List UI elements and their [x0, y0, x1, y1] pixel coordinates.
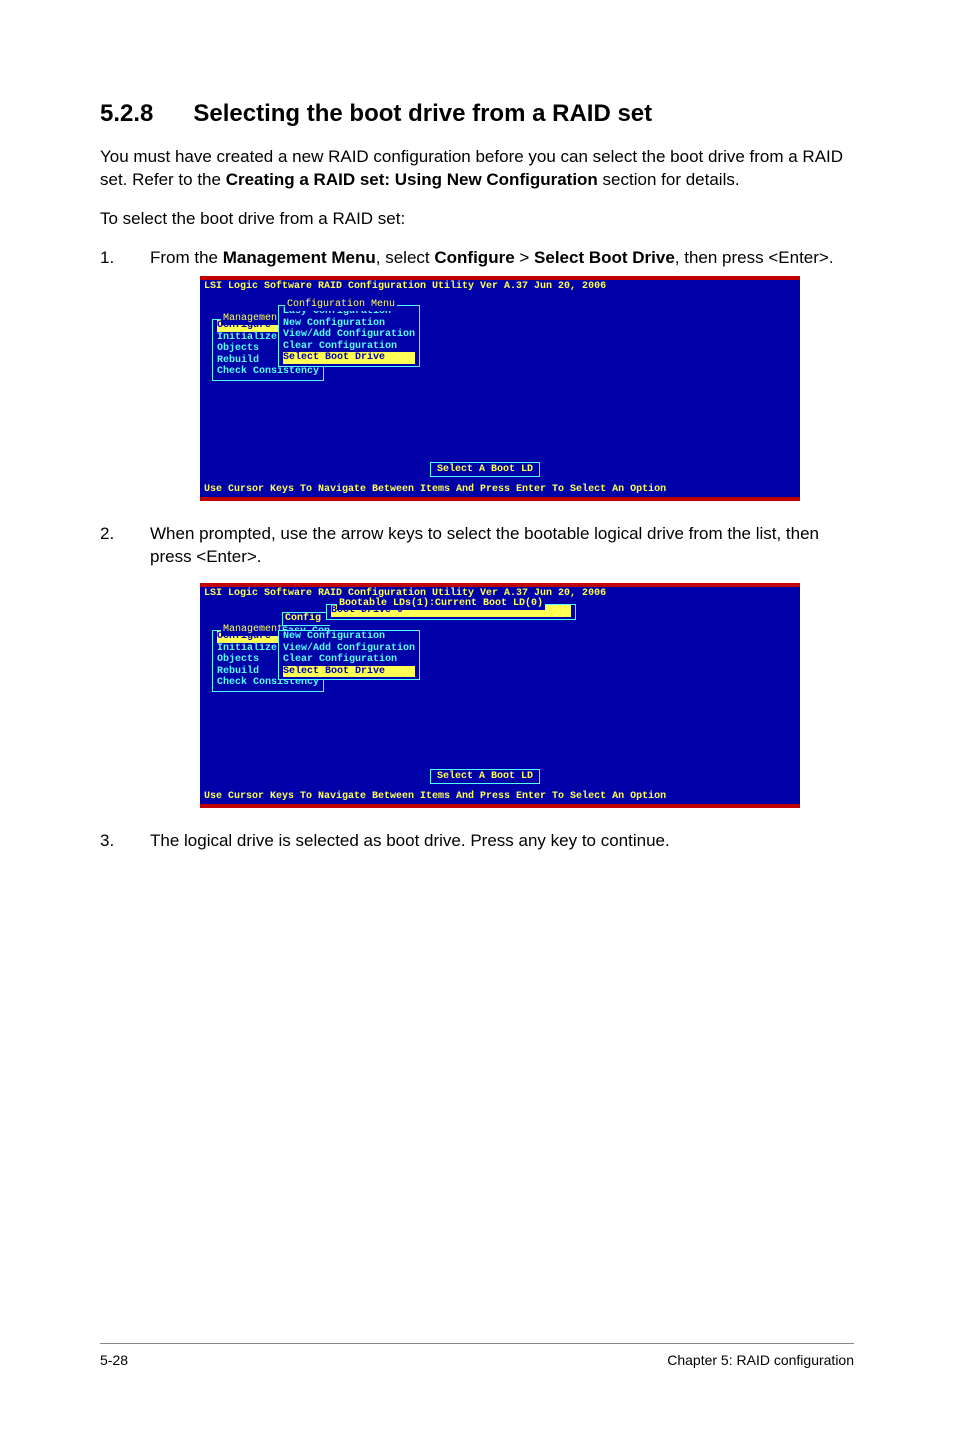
cfg-item-select-boot[interactable]: Select Boot Drive	[283, 666, 415, 678]
cfg-item-new[interactable]: New Configuration	[283, 318, 415, 330]
step-number: 1.	[100, 247, 120, 501]
cfg-item-viewadd[interactable]: View/Add Configuration	[283, 329, 415, 341]
bios-status-bar: Use Cursor Keys To Navigate Between Item…	[200, 483, 800, 497]
bios-screenshot-2: LSI Logic Software RAID Configuration Ut…	[200, 583, 800, 808]
bios-screenshot-1: LSI Logic Software RAID Configuration Ut…	[200, 276, 800, 501]
chapter-label: Chapter 5: RAID configuration	[667, 1352, 854, 1368]
step-1: 1. From the Management Menu, select Conf…	[100, 247, 854, 501]
management-menu-title: Management	[221, 624, 285, 636]
step-text: The logical drive is selected as boot dr…	[150, 830, 854, 853]
cfg-item-viewadd[interactable]: View/Add Configuration	[283, 643, 415, 655]
bootable-lds-title: Bootable LDs(1):Current Boot LD(0)	[337, 598, 545, 610]
intro-paragraph-1: You must have created a new RAID configu…	[100, 146, 854, 192]
bios-body: Management Configure Initialize Objects …	[200, 293, 800, 483]
step-text: When prompted, use the arrow keys to sel…	[150, 523, 854, 808]
management-menu-title: Management	[221, 313, 285, 325]
configuration-menu: Configuration Menu Easy Configuration Ne…	[278, 305, 420, 367]
section-title: Selecting the boot drive from a RAID set	[193, 100, 652, 127]
cfg-item-select-boot[interactable]: Select Boot Drive	[283, 352, 415, 364]
page-number: 5-28	[100, 1352, 128, 1368]
intro-paragraph-2: To select the boot drive from a RAID set…	[100, 208, 854, 231]
configuration-menu: New Configuration View/Add Configuration…	[278, 630, 420, 680]
step-text: From the Management Menu, select Configu…	[150, 247, 854, 501]
step-3: 3. The logical drive is selected as boot…	[100, 830, 854, 853]
bootable-lds-menu: Bootable LDs(1):Current Boot LD(0) Boot …	[326, 604, 576, 620]
step-number: 2.	[100, 523, 120, 808]
cfg-item-clear[interactable]: Clear Configuration	[283, 654, 415, 666]
hint-box: Select A Boot LD	[430, 462, 540, 478]
step-number: 3.	[100, 830, 120, 853]
bios-title-bar: LSI Logic Software RAID Configuration Ut…	[200, 280, 800, 294]
mgmt-item-check-consistency[interactable]: Check Consistency	[217, 366, 319, 378]
hint-box: Select A Boot LD	[430, 769, 540, 785]
bios-status-bar: Use Cursor Keys To Navigate Between Item…	[200, 790, 800, 804]
configuration-menu-title: Configuration Menu	[285, 299, 397, 311]
page-footer: 5-28 Chapter 5: RAID configuration	[100, 1343, 854, 1368]
cfg-item-clear[interactable]: Clear Configuration	[283, 341, 415, 353]
cfg-item-new[interactable]: New Configuration	[283, 631, 415, 643]
section-heading: 5.2.8 Selecting the boot drive from a RAI…	[100, 100, 854, 128]
section-number: 5.2.8	[100, 100, 153, 128]
step-2: 2. When prompted, use the arrow keys to …	[100, 523, 854, 808]
bios-body: Management Configure Initialize Objects …	[200, 600, 800, 790]
